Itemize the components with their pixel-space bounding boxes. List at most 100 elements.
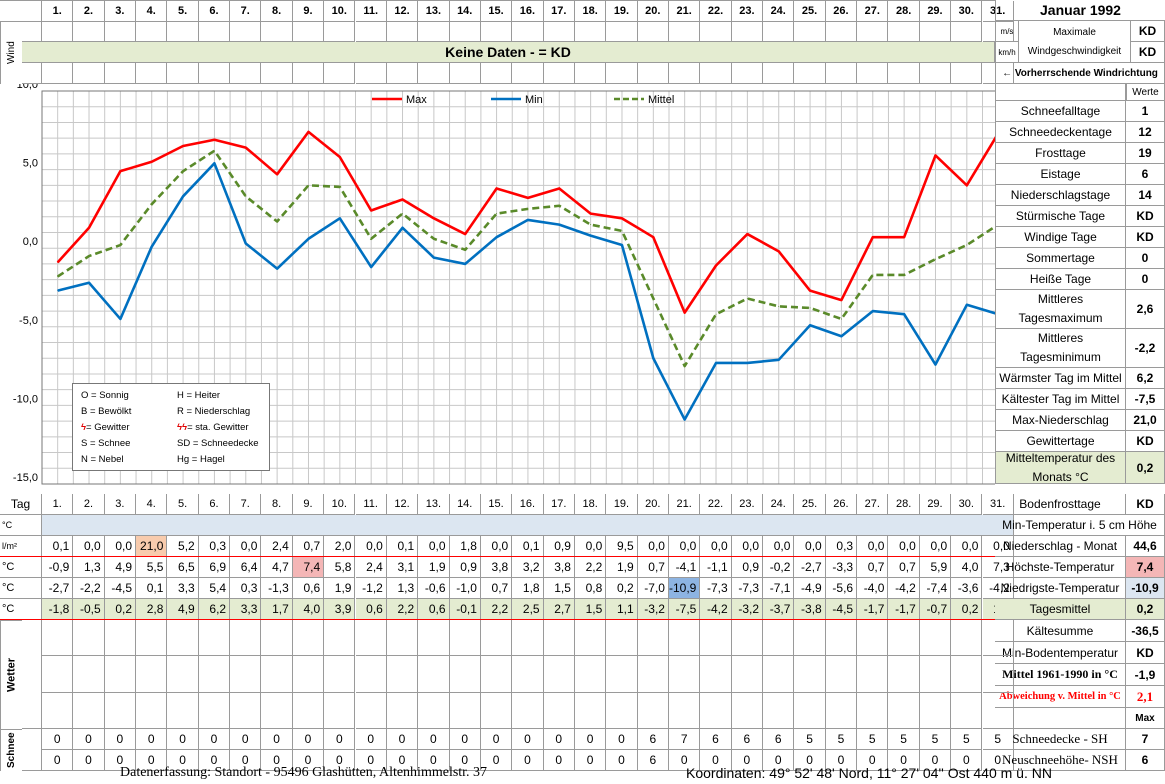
wind-cell	[763, 21, 795, 42]
wind-cell	[292, 63, 325, 84]
y-tick-label: -15,0	[13, 472, 38, 484]
tag-day-cell: 1.	[42, 494, 74, 515]
wetter-cell	[167, 692, 199, 729]
day-header-cell: 8.	[261, 1, 293, 22]
wetter-cell	[73, 692, 105, 729]
data-point-min	[276, 268, 278, 270]
day-header-cell: 3.	[104, 1, 137, 22]
stat-label: Gewittertage	[995, 431, 1126, 452]
data-point-min	[966, 304, 968, 306]
table-value-cell: 0,3	[198, 536, 231, 557]
table-value-cell: 1,3	[386, 578, 419, 599]
stat-value: 14	[1126, 185, 1165, 206]
table-value-cell: 0,0	[637, 536, 669, 557]
schneedecke-cell: 6	[731, 729, 764, 750]
neuschnee-label: Neuschneehöhe- NSH	[995, 750, 1126, 771]
table-value-cell: 0,3	[230, 578, 262, 599]
data-point-max	[245, 147, 247, 149]
wetter-cell	[543, 692, 575, 729]
wetter-cell	[951, 656, 983, 693]
wind-cell	[669, 21, 701, 42]
neuschnee-cell: 0	[951, 750, 983, 771]
wind-cell	[763, 63, 795, 84]
row-label: Tagesmittel	[995, 599, 1126, 620]
schneedecke-cell: 6	[763, 729, 795, 750]
table-value-cell: 1,7	[261, 599, 293, 620]
data-point-min	[433, 257, 435, 259]
month-title: Januar 1992	[995, 0, 1165, 21]
schneedecke-cell: 0	[355, 729, 387, 750]
wind-cell	[669, 63, 701, 84]
werte-header: Werte	[1126, 84, 1165, 101]
table-value-cell: -0,7	[919, 599, 952, 620]
table-value-cell: 6,9	[198, 557, 231, 578]
data-point-mittel	[307, 184, 309, 186]
wind-cell	[700, 21, 732, 42]
schneedecke-cell: 0	[230, 729, 262, 750]
stat-value: 19	[1126, 143, 1165, 164]
data-point-max	[715, 264, 717, 266]
table-value-cell: -4,9	[794, 578, 826, 599]
table-value-cell: 0,0	[355, 536, 387, 557]
table-value-cell: 9,5	[606, 536, 638, 557]
data-point-min	[621, 244, 623, 246]
wetter-cell	[543, 620, 575, 657]
day-header-cell: 19.	[606, 1, 638, 22]
data-point-max	[809, 290, 811, 292]
wetter-cell	[292, 692, 325, 729]
neuschnee-cell: 0	[919, 750, 952, 771]
wetter-cell	[198, 656, 231, 693]
data-point-max	[621, 217, 623, 219]
tag-day-cell: 22.	[700, 494, 732, 515]
neuschnee-cell: 0	[888, 750, 920, 771]
data-point-mittel	[778, 305, 780, 307]
wetter-cell	[449, 656, 481, 693]
row-unit: °C	[0, 599, 42, 620]
data-point-min	[245, 242, 247, 244]
weather-legend-entry: H = Heiter	[177, 390, 221, 401]
data-point-mittel	[746, 298, 748, 300]
wind-cell	[230, 21, 262, 42]
neuschnee-cell: 0	[700, 750, 732, 771]
stat-value: KD	[1126, 227, 1165, 248]
weather-legend-entry: O = Sonnig	[81, 390, 129, 401]
neuschnee-cell: 0	[512, 750, 544, 771]
wind-cell	[919, 21, 952, 42]
wetter-cell	[104, 620, 137, 657]
wind-max-kmh: KD	[1131, 42, 1165, 63]
data-point-mittel	[840, 318, 842, 320]
day-header-cell: 26.	[825, 1, 858, 22]
stat-label: Schneedeckentage	[995, 122, 1126, 143]
tag-day-cell: 23.	[731, 494, 764, 515]
schneedecke-cell: 6	[637, 729, 669, 750]
weather-legend-entry: R = Niederschlag	[177, 406, 251, 417]
schneedecke-cell: 7	[669, 729, 701, 750]
table-value-cell: -2,7	[794, 557, 826, 578]
stat-value: 6	[1126, 164, 1165, 185]
wetter-cell	[700, 692, 732, 729]
table-value-cell: 0,2	[606, 578, 638, 599]
tag-day-cell: 25.	[794, 494, 826, 515]
wetter-cell	[982, 656, 1014, 693]
wind-cell	[418, 63, 450, 84]
data-point-mittel	[496, 213, 498, 215]
day-header-cell: 5.	[167, 1, 199, 22]
neuschnee-cell: 0	[857, 750, 889, 771]
day-header-cell: 27.	[857, 1, 889, 22]
data-point-max	[339, 156, 341, 158]
wetter-cell	[794, 620, 826, 657]
neuschnee-cell: 0	[292, 750, 325, 771]
schneedecke-cell: 0	[104, 729, 137, 750]
table-value-cell: 0,0	[73, 536, 105, 557]
day-header-cell: 15.	[480, 1, 513, 22]
table-value-cell: 2,2	[386, 599, 419, 620]
day-header-cell: 30.	[951, 1, 983, 22]
data-point-max	[746, 233, 748, 235]
wind-cell	[606, 21, 638, 42]
wetter-cell	[355, 692, 387, 729]
tag-day-cell: 28.	[888, 494, 920, 515]
data-point-max	[558, 187, 560, 189]
min5-label: Min-Temperatur i. 5 cm Höhe	[995, 515, 1165, 536]
minboden-label: Min-Bodentemperatur	[995, 642, 1126, 664]
schneedecke-label: Schneedecke - SH	[995, 729, 1126, 750]
